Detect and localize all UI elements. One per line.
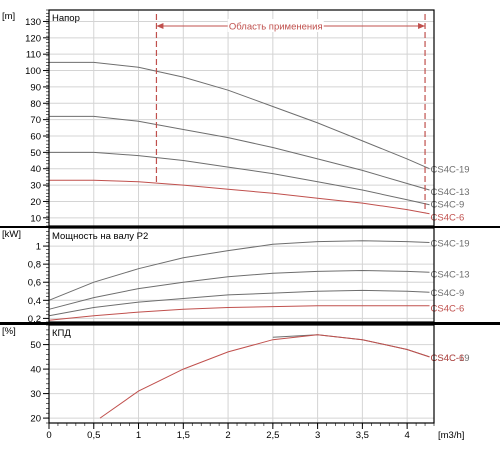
- y-tick-label: 30: [30, 181, 41, 192]
- series-line-cs4c-9: [48, 289, 430, 317]
- panel-title: КПД: [52, 328, 71, 339]
- x-tick-label: 4: [404, 430, 409, 441]
- series-line-cs4c-6: [99, 334, 430, 419]
- series-label-cs4c-6: CS4C-6: [431, 213, 465, 224]
- range-label: Область применения: [229, 22, 323, 33]
- x-tick-label: 2: [225, 430, 230, 441]
- x-tick-label: 1,5: [177, 430, 190, 441]
- y-tick-label: 50: [30, 148, 41, 159]
- series-line-cs4c-13: [48, 269, 430, 310]
- series-label-cs4c-6: CS4C-6: [431, 353, 465, 364]
- series-line-cs4c-6: [48, 305, 430, 321]
- y-tick-label: 40: [30, 164, 41, 175]
- series-label-cs4c-13: CS4C-13: [431, 269, 470, 280]
- y-tick-label: 30: [30, 389, 41, 400]
- y-tick-label: 20: [30, 197, 41, 208]
- y-tick-label: 40: [30, 365, 41, 376]
- panel-separator: [0, 322, 500, 325]
- series-label-cs4c-6: CS4C-6: [431, 304, 465, 315]
- x-tick-label: 0,5: [87, 430, 100, 441]
- panel-head: 10 20 30 40 50 60 70 80 90 100 110 120 130 CS4C-19 CS4…: [2, 9, 470, 227]
- y-tick-label: 0,6: [28, 278, 41, 289]
- y-tick-label: 20: [30, 414, 41, 425]
- y-tick-label: 80: [30, 99, 41, 110]
- panel-separator: [0, 226, 500, 228]
- y-tick-label: 110: [26, 50, 41, 61]
- y-tick-label: 1: [36, 242, 41, 253]
- x-tick-label: 1: [136, 430, 141, 441]
- series-line-cs4c-19: [49, 61, 430, 170]
- series-label-cs4c-19: CS4C-19: [431, 165, 470, 176]
- y-tick-label: 120: [25, 33, 41, 44]
- plot-frame: [48, 324, 435, 424]
- range-arrow-head-left: [156, 23, 164, 29]
- y-tick-label: 0,4: [28, 296, 41, 307]
- y-tick-label: 70: [30, 115, 41, 126]
- y-tick-label: 0,8: [28, 260, 41, 271]
- series-line-cs4c-6: [49, 179, 430, 215]
- y-unit-label: [kW]: [2, 229, 21, 240]
- plot-frame: [48, 227, 435, 323]
- series-label-cs4c-13: CS4C-13: [431, 187, 470, 198]
- x-tick-label: 3: [315, 430, 320, 441]
- series-line-cs4c-19: [48, 240, 430, 301]
- series-line-cs4c-13: [49, 115, 430, 191]
- y-unit-label: [%]: [2, 326, 16, 337]
- panel-title: Мощность на валу P2: [52, 231, 148, 242]
- series-label-cs4c-9: CS4C-9: [431, 200, 465, 211]
- series-label-cs4c-9: CS4C-9: [431, 288, 465, 299]
- y-tick-label: 50: [30, 340, 41, 351]
- x-tick-label: 2,5: [266, 430, 279, 441]
- y-tick-label: 60: [30, 132, 41, 143]
- x-tick-label: 0: [46, 430, 51, 441]
- series-label-cs4c-19: CS4C-19: [431, 238, 470, 249]
- series-line-cs4c-9: [49, 151, 430, 206]
- panel-title: Напор: [52, 13, 80, 24]
- panel-power: 0,2 0,4 0,6 0,8 1 CS4C-19 CS4C-13 CS4C-9 CS4C-6 […: [2, 227, 470, 325]
- x-unit-label: [m3/h]: [438, 430, 464, 441]
- y-unit-label: [m]: [2, 11, 15, 22]
- y-tick-label: 130: [25, 17, 41, 28]
- x-tick-label: 3,5: [356, 430, 369, 441]
- y-tick-label: 10: [30, 213, 41, 224]
- y-tick-label: 90: [30, 82, 41, 93]
- range-label-background: [227, 19, 324, 32]
- y-tick-label: 100: [25, 66, 41, 77]
- series-label-cs4c-19: CS4C-19: [431, 353, 470, 364]
- range-arrow-head-right: [418, 23, 426, 29]
- y-tick-label: 0,2: [28, 314, 41, 325]
